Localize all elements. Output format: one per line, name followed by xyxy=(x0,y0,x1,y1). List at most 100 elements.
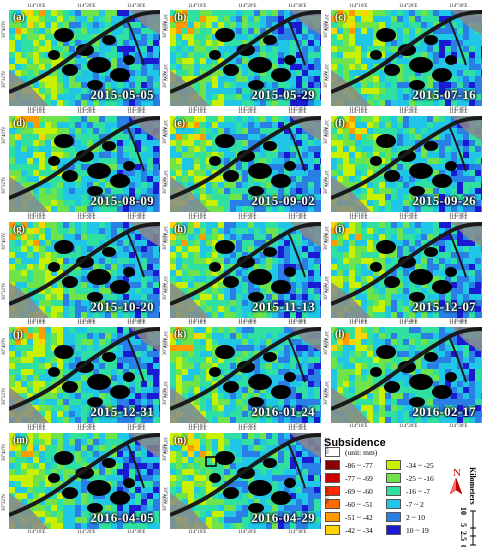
panel-label: (m) xyxy=(13,435,28,446)
left-tick-label: 30°40′N xyxy=(324,21,329,38)
legend-swatch xyxy=(325,525,340,535)
left-tick-label: 30°40′N xyxy=(163,233,168,250)
panel-date: 2015-12-31 xyxy=(90,404,154,420)
top-tick-label: 114°30′E xyxy=(288,216,306,221)
panel-date: 2015-10-20 xyxy=(90,299,154,315)
legend-label: -42 ~ -34 xyxy=(345,526,373,535)
left-tick-label: 30°40′N xyxy=(163,127,168,144)
panel-date: 2015-09-26 xyxy=(412,193,476,209)
right-tick-label: 30°40′N xyxy=(323,437,328,454)
top-tick-label: 114°30′E xyxy=(127,4,145,9)
panel-label: (c) xyxy=(335,12,346,23)
top-tick-label: 114°10′E xyxy=(349,110,367,115)
panel-label: (f) xyxy=(335,118,345,129)
map-panel: (l) 2016-02-17 xyxy=(331,327,482,423)
legend-label: -25 ~ -16 xyxy=(406,474,434,483)
panel-label: (e) xyxy=(174,118,185,129)
bottom-tick-label: 114°10′E xyxy=(27,530,45,535)
top-tick-label: 114°30′E xyxy=(449,4,467,9)
panel-date: 2015-05-05 xyxy=(90,87,154,103)
map-panel: (b) 2015-05-29 xyxy=(170,10,321,106)
legend-label: 2 ~ 10 xyxy=(406,513,425,522)
left-tick-label: 30°32′N xyxy=(2,388,7,405)
top-tick-label: 114°10′E xyxy=(349,321,367,326)
panel-date: 2016-01-24 xyxy=(251,404,315,420)
legend-item: -34 ~ -25 xyxy=(386,460,434,470)
top-tick-label: 114°30′E xyxy=(449,110,467,115)
bottom-tick-label: 114°30′E xyxy=(449,424,467,429)
top-tick-label: 114°20′E xyxy=(77,110,95,115)
top-tick-label: 114°30′E xyxy=(127,321,145,326)
panel-date: 2015-11-13 xyxy=(252,299,315,315)
panel-date: 2015-09-02 xyxy=(251,193,315,209)
left-tick-label: 30°32′N xyxy=(324,283,329,300)
bottom-tick-label: 114°10′E xyxy=(188,530,206,535)
bottom-tick-label: 114°30′E xyxy=(288,530,306,535)
legend-item: -60 ~ -51 xyxy=(325,499,373,509)
left-tick-label: 30°32′N xyxy=(2,71,7,88)
top-tick-label: 114°20′E xyxy=(238,216,256,221)
legend-swatch xyxy=(386,512,401,522)
top-tick-label: 114°10′E xyxy=(188,4,206,9)
legend: Subsidence (unit: mm)-86 ~ -77-77 ~ -69-… xyxy=(325,447,440,547)
map-panel: (m) 2016-04-05 xyxy=(9,433,160,529)
top-tick-label: 114°10′E xyxy=(27,427,45,432)
map-panel: (f) 2015-09-26 xyxy=(331,116,482,212)
map-panel: (j) 2015-12-31 xyxy=(9,327,160,423)
top-tick-label: 114°30′E xyxy=(449,216,467,221)
left-tick-label: 30°40′N xyxy=(2,338,7,355)
bottom-tick-label: 114°10′E xyxy=(349,424,367,429)
bottom-tick-label: 114°20′E xyxy=(238,530,256,535)
left-tick-label: 30°32′N xyxy=(163,388,168,405)
left-tick-label: 30°32′N xyxy=(163,494,168,511)
legend-swatch xyxy=(386,460,401,470)
top-tick-label: 114°10′E xyxy=(188,427,206,432)
top-tick-label: 114°20′E xyxy=(77,4,95,9)
panel-date: 2015-12-07 xyxy=(412,299,476,315)
legend-item: 2 ~ 10 xyxy=(386,512,425,522)
panel-date: 2016-04-29 xyxy=(251,510,315,526)
left-tick-label: 30°40′N xyxy=(163,444,168,461)
panel-date: 2015-05-29 xyxy=(251,87,315,103)
legend-label: -51 ~ -42 xyxy=(345,513,373,522)
map-panel: (h) 2015-11-13 xyxy=(170,222,321,318)
legend-item: (unit: mm) xyxy=(325,447,377,457)
map-panel: (i) 2015-12-07 xyxy=(331,222,482,318)
panel-label: (a) xyxy=(13,12,25,23)
legend-swatch xyxy=(325,473,340,483)
panel-date: 2016-02-17 xyxy=(412,404,476,420)
panel-label: (d) xyxy=(13,118,25,129)
left-tick-label: 30°32′N xyxy=(163,283,168,300)
top-tick-label: 114°30′E xyxy=(127,427,145,432)
top-tick-label: 114°20′E xyxy=(77,427,95,432)
scale-bar: Kilometers 0 2.5 5 10 xyxy=(451,465,481,545)
bottom-tick-label: 114°20′E xyxy=(399,424,417,429)
top-tick-label: 114°30′E xyxy=(288,110,306,115)
left-tick-label: 30°32′N xyxy=(2,177,7,194)
top-tick-label: 114°20′E xyxy=(399,216,417,221)
left-tick-label: 30°32′N xyxy=(163,177,168,194)
panel-label: (i) xyxy=(335,224,344,235)
top-tick-label: 114°30′E xyxy=(127,216,145,221)
bottom-tick-label: 114°30′E xyxy=(127,530,145,535)
panel-label: (n) xyxy=(174,435,186,446)
top-tick-label: 114°30′E xyxy=(449,321,467,326)
bottom-tick-label: 114°20′E xyxy=(77,530,95,535)
panel-date: 2015-07-16 xyxy=(412,87,476,103)
left-tick-label: 30°40′N xyxy=(324,127,329,144)
legend-label: 10 ~ 19 xyxy=(406,526,429,535)
panel-label: (b) xyxy=(174,12,186,23)
legend-item: 10 ~ 19 xyxy=(386,525,429,535)
legend-item: -7 ~ 2 xyxy=(386,499,424,509)
legend-item: -77 ~ -69 xyxy=(325,473,373,483)
top-tick-label: 114°20′E xyxy=(238,321,256,326)
left-tick-label: 30°40′N xyxy=(2,21,7,38)
left-tick-label: 30°32′N xyxy=(324,177,329,194)
panel-label: (l) xyxy=(335,329,344,340)
top-tick-label: 114°20′E xyxy=(399,110,417,115)
panel-date: 2016-04-05 xyxy=(90,510,154,526)
top-tick-label: 114°10′E xyxy=(27,110,45,115)
top-tick-label: 114°20′E xyxy=(399,321,417,326)
left-tick-label: 30°40′N xyxy=(324,338,329,355)
top-tick-label: 114°20′E xyxy=(77,216,95,221)
